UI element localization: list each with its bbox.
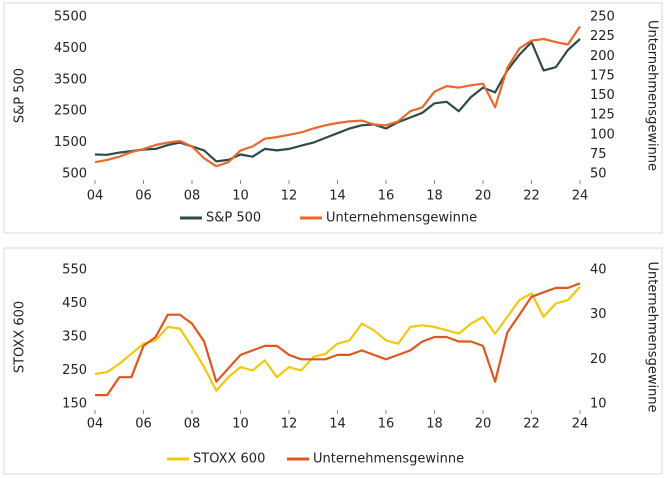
legend-label: STOXX 600 (193, 452, 265, 467)
x-tick-label: 20 (475, 189, 492, 204)
y2-tick-label: 100 (590, 127, 615, 142)
x-tick-label: 24 (572, 189, 589, 204)
x-tick-label: 20 (475, 417, 492, 432)
series-line (94, 25, 581, 168)
x-tick-label: 08 (184, 417, 201, 432)
y2-tick-label: 150 (590, 88, 615, 103)
y-tick-label: 500 (62, 167, 87, 182)
y2-axis-title: Unternehmensgewinne (645, 261, 660, 412)
y2-tick-label: 40 (590, 263, 607, 278)
x-tick-label: 18 (426, 417, 443, 432)
series-line (94, 286, 581, 392)
y-tick-label: 150 (62, 397, 87, 412)
x-tick-label: 10 (232, 417, 249, 432)
y2-tick-label: 50 (590, 167, 607, 182)
x-tick-label: 04 (87, 189, 104, 204)
legend-label: Unternehmensgewinne (326, 211, 477, 226)
y2-tick-label: 175 (590, 68, 615, 83)
y-axis-title: STOXX 600 (13, 301, 28, 373)
x-tick-label: 06 (135, 417, 152, 432)
x-tick-label: 22 (523, 417, 540, 432)
x-tick-label: 18 (426, 189, 443, 204)
x-tick-label: 04 (87, 417, 104, 432)
x-tick-label: 12 (281, 189, 298, 204)
y-tick-label: 5500 (54, 10, 87, 25)
x-tick-label: 12 (281, 417, 298, 432)
panel-border (3, 247, 663, 475)
x-tick-label: 16 (378, 189, 395, 204)
x-tick-label: 22 (523, 189, 540, 204)
x-tick-label: 14 (329, 417, 346, 432)
y2-tick-label: 30 (590, 307, 607, 322)
x-tick-label: 06 (135, 189, 152, 204)
legend-label: Unternehmensgewinne (313, 452, 464, 467)
y-tick-label: 450 (62, 296, 87, 311)
y-tick-label: 350 (62, 330, 87, 345)
y2-axis-title: Unternehmensgewinne (645, 20, 660, 171)
y2-tick-label: 250 (590, 10, 615, 25)
x-tick-label: 16 (378, 417, 395, 432)
series-line (95, 282, 581, 397)
y2-tick-label: 225 (590, 29, 615, 44)
y2-tick-label: 75 (590, 147, 607, 162)
y-axis-title: S&P 500 (13, 68, 28, 123)
x-tick-label: 14 (329, 189, 346, 204)
y-tick-label: 250 (62, 363, 87, 378)
y2-tick-label: 20 (590, 352, 607, 367)
y2-tick-label: 10 (590, 397, 607, 412)
y2-tick-label: 200 (590, 49, 615, 64)
panel-border (3, 2, 663, 234)
y-tick-label: 1500 (54, 135, 87, 150)
y-tick-label: 3500 (54, 72, 87, 87)
y-tick-label: 550 (62, 263, 87, 278)
x-tick-label: 10 (232, 189, 249, 204)
y-tick-label: 2500 (54, 104, 87, 119)
legend-label: S&P 500 (206, 211, 261, 226)
x-tick-label: 08 (184, 189, 201, 204)
series-line (94, 38, 581, 163)
x-tick-label: 24 (572, 417, 589, 432)
y2-tick-label: 125 (590, 108, 615, 123)
y-tick-label: 4500 (54, 41, 87, 56)
